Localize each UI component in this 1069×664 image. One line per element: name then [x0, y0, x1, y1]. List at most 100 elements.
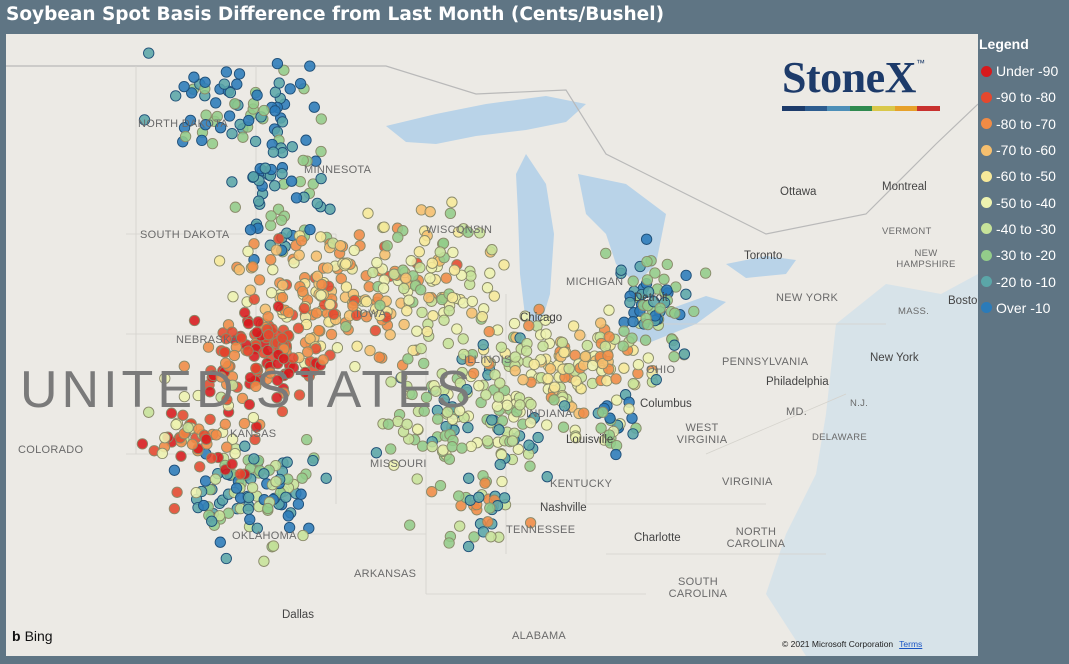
basis-dot[interactable]: [495, 449, 508, 461]
basis-dot[interactable]: [324, 203, 336, 215]
legend-item[interactable]: Over -10: [979, 295, 1069, 321]
basis-dot[interactable]: [369, 324, 382, 337]
basis-dot[interactable]: [284, 83, 296, 95]
basis-dot[interactable]: [434, 246, 446, 258]
basis-dot[interactable]: [186, 87, 198, 99]
basis-dot[interactable]: [434, 479, 447, 492]
basis-dot[interactable]: [143, 406, 155, 418]
basis-dot[interactable]: [533, 303, 545, 316]
basis-dot[interactable]: [411, 423, 424, 435]
basis-dot[interactable]: [579, 350, 592, 363]
basis-dot[interactable]: [293, 389, 306, 401]
basis-dot[interactable]: [325, 328, 338, 341]
basis-dot[interactable]: [441, 406, 454, 418]
basis-dot[interactable]: [315, 145, 327, 158]
basis-dot[interactable]: [421, 325, 433, 338]
basis-dot[interactable]: [271, 392, 283, 404]
legend-item[interactable]: Under -90: [979, 58, 1069, 84]
basis-dot[interactable]: [331, 342, 344, 354]
basis-dot[interactable]: [277, 279, 289, 291]
basis-dot[interactable]: [444, 207, 457, 220]
basis-dot[interactable]: [443, 305, 455, 317]
basis-dot[interactable]: [618, 325, 630, 337]
basis-dot[interactable]: [211, 110, 223, 123]
basis-dot[interactable]: [272, 300, 285, 313]
basis-dot[interactable]: [601, 375, 613, 387]
basis-dot[interactable]: [243, 491, 255, 504]
basis-dot[interactable]: [282, 510, 294, 522]
basis-dot[interactable]: [170, 90, 182, 102]
basis-dot[interactable]: [626, 412, 638, 424]
basis-dot[interactable]: [273, 77, 285, 89]
basis-dot[interactable]: [427, 310, 439, 322]
basis-dot[interactable]: [202, 341, 215, 353]
basis-dot[interactable]: [627, 378, 639, 390]
basis-dot[interactable]: [229, 201, 241, 213]
basis-dot[interactable]: [411, 473, 423, 485]
basis-dot[interactable]: [210, 97, 222, 109]
basis-dot[interactable]: [136, 438, 149, 450]
basis-dot[interactable]: [192, 389, 204, 402]
basis-dot[interactable]: [209, 473, 222, 485]
basis-dot[interactable]: [456, 442, 468, 454]
basis-dot[interactable]: [310, 307, 323, 319]
basis-dot[interactable]: [247, 171, 260, 183]
basis-dot[interactable]: [382, 418, 395, 430]
basis-dot[interactable]: [398, 282, 410, 295]
basis-dot[interactable]: [294, 77, 307, 90]
basis-dot[interactable]: [481, 355, 493, 368]
basis-dot[interactable]: [242, 345, 254, 357]
basis-dot[interactable]: [388, 459, 400, 471]
basis-dot[interactable]: [532, 431, 544, 444]
basis-dot[interactable]: [244, 513, 256, 526]
basis-dot[interactable]: [641, 274, 654, 286]
basis-dot[interactable]: [315, 231, 327, 243]
basis-dot[interactable]: [413, 246, 425, 258]
basis-dot[interactable]: [226, 433, 239, 445]
basis-dot[interactable]: [514, 399, 526, 411]
basis-dot[interactable]: [401, 380, 413, 393]
basis-dot[interactable]: [432, 413, 444, 425]
basis-dot[interactable]: [233, 264, 245, 276]
basis-dot[interactable]: [448, 264, 461, 276]
basis-dot[interactable]: [524, 517, 537, 529]
basis-dot[interactable]: [480, 389, 492, 401]
basis-dot[interactable]: [267, 264, 279, 276]
basis-dot[interactable]: [465, 270, 477, 282]
legend-item[interactable]: -50 to -40: [979, 189, 1069, 215]
basis-dot[interactable]: [165, 407, 178, 419]
basis-dot[interactable]: [278, 64, 290, 76]
basis-dot[interactable]: [595, 422, 607, 434]
basis-dot[interactable]: [239, 307, 251, 319]
basis-dot[interactable]: [447, 246, 459, 259]
basis-dot[interactable]: [295, 488, 307, 500]
basis-dot[interactable]: [248, 293, 260, 305]
basis-dot[interactable]: [315, 172, 327, 185]
basis-dot[interactable]: [251, 326, 263, 339]
terms-link[interactable]: Terms: [899, 639, 923, 649]
basis-dot[interactable]: [400, 272, 412, 284]
basis-dot[interactable]: [524, 417, 537, 429]
basis-dot[interactable]: [283, 521, 296, 534]
basis-dot[interactable]: [494, 377, 506, 389]
basis-dot[interactable]: [678, 348, 691, 360]
basis-dot[interactable]: [483, 325, 495, 338]
basis-dot[interactable]: [194, 461, 206, 473]
basis-dot[interactable]: [626, 332, 638, 344]
basis-dot[interactable]: [438, 314, 450, 326]
basis-dot[interactable]: [364, 344, 376, 357]
basis-dot[interactable]: [244, 371, 257, 384]
basis-dot[interactable]: [466, 307, 478, 319]
basis-dot[interactable]: [290, 192, 303, 204]
basis-dot[interactable]: [668, 351, 680, 363]
basis-dot[interactable]: [251, 522, 263, 534]
basis-dot[interactable]: [420, 391, 433, 404]
basis-dot[interactable]: [442, 337, 454, 350]
basis-dot[interactable]: [414, 261, 426, 274]
basis-dot[interactable]: [486, 244, 498, 256]
basis-dot[interactable]: [251, 89, 263, 101]
basis-dot[interactable]: [226, 176, 238, 188]
basis-dot[interactable]: [415, 342, 427, 355]
basis-dot[interactable]: [611, 394, 623, 406]
basis-dot[interactable]: [242, 503, 254, 515]
